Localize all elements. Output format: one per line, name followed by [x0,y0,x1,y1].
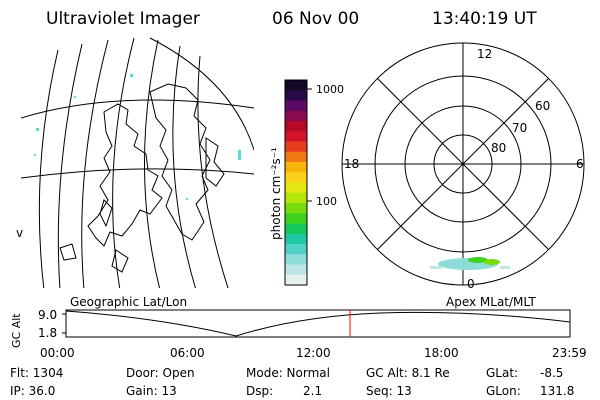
colorbar-segment [285,254,307,266]
mode-value: Mode: Normal [246,366,330,380]
time-tick-1200: 12:00 [296,346,331,360]
time-tick-0600: 06:00 [170,346,205,360]
gc-altitude: GC Alt: 8.1 Re [366,366,450,380]
dsp-label: Dsp: [246,384,274,398]
colorbar-segment [285,172,307,184]
time: 13:40:19 UT [432,9,537,29]
coastline [87,103,163,247]
altitude-ytick-label-9: 9.0 [38,308,58,322]
mlt-label-6: 6 [576,157,584,171]
geographic-map [21,37,254,288]
title: Ultraviolet Imager [46,9,200,29]
glon-value: 131.8 [540,384,575,398]
colorbar-segment [285,274,307,286]
parallel-line [21,168,254,179]
altitude-ytick-label-1.8: 1.8 [38,326,58,340]
colorbar-segment [285,182,307,194]
meridian-line [57,43,83,288]
colorbar-segment [285,203,307,214]
colorbar-segment [285,100,307,112]
colorbar-segment [285,121,307,132]
glat-value: -8.5 [540,366,564,380]
mlt-label-0: 0 [467,277,475,291]
meridian-line [112,37,135,288]
geographic-label: Geographic Lat/Lon [70,295,188,309]
meridian-line [38,49,59,288]
mlat-label-70: 70 [512,121,527,135]
mlt-label-12: 12 [477,47,492,61]
ip-value: IP: 36.0 [10,384,56,398]
left-map-corner-mark: v [16,226,24,240]
colorbar-unit-label: photon cm⁻²s⁻¹ [269,147,283,240]
colorbar-tick-label-100: 100 [316,195,337,208]
altitude-plot [62,309,571,338]
parallel-line [21,99,254,119]
mlat-label-80: 80 [491,141,506,155]
meridian-line [172,45,196,288]
meridian-line [81,39,109,288]
colorbar-segment [285,151,307,163]
colorbar-segment [285,192,307,204]
glon-label: GLon: [486,384,521,398]
colorbar-segment [285,90,307,102]
flight-number: Flt: 1304 [10,366,64,380]
apex-label: Apex MLat/MLT [446,295,536,309]
altitude-plot-frame [65,309,571,338]
colorbar-segment [285,233,307,245]
colorbar-frame [284,79,308,286]
coastline [149,83,211,241]
date: 06 Nov 00 [272,9,360,29]
coastline [111,249,129,273]
dsp-value: 2.1 [303,384,323,398]
polar-meridian [377,78,549,250]
colorbar [285,80,307,286]
sequence-value: Seq: 13 [366,384,412,398]
gain-value: Gain: 13 [126,384,177,398]
colorbar-segment [285,131,307,143]
mlt-label-18: 18 [344,157,359,171]
time-tick-1800: 18:00 [424,346,459,360]
polar-map [341,42,585,286]
altitude-ylabel: GC Alt [10,313,23,348]
emission-oval [430,257,510,270]
mlat-label-60: 60 [535,99,550,113]
colorbar-segment [285,223,307,235]
colorbar-segment [285,244,307,255]
colorbar-segment [285,110,307,122]
coastline [99,199,113,228]
door-status: Door: Open [126,366,195,380]
time-tick-0000: 00:00 [40,346,75,360]
colorbar-segment [285,162,307,173]
glat-label: GLat: [486,366,519,380]
meridian-line [197,55,229,288]
coastline [59,243,77,261]
emission-specks-left [34,74,241,200]
colorbar-segment [285,213,307,225]
time-tick-2359: 23:59 [552,346,587,360]
colorbar-segment [285,264,307,276]
altitude-curve [65,310,571,337]
meridian-line [144,39,161,288]
limb-line [149,37,254,151]
colorbar-tick-label-1000: 1000 [316,83,344,96]
colorbar-segment [285,141,307,153]
coastline [205,137,225,187]
colorbar-segment [285,80,307,91]
